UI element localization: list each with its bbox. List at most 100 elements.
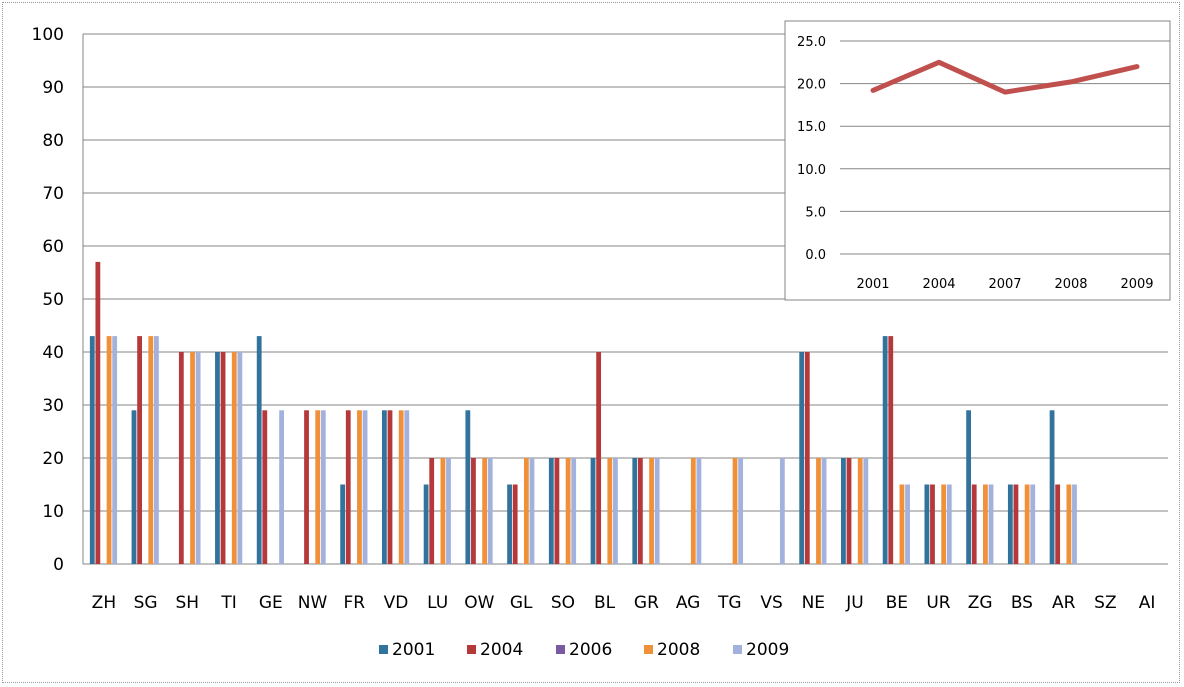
y-tick-label: 80 [42, 131, 64, 151]
bar-ti-2008 [231, 352, 237, 564]
y-tick-label: 100 [32, 25, 64, 45]
bar-ow-2004 [471, 458, 476, 564]
bar-ge-2001 [256, 336, 262, 564]
bar-gl-2009 [529, 458, 535, 564]
bar-bs-2004 [1013, 484, 1019, 564]
inset-y-tick-label: 20.0 [797, 78, 826, 93]
bar-ag-2008 [690, 458, 696, 564]
bar-nw-2004 [304, 410, 309, 564]
bar-sg-2008 [148, 336, 154, 564]
bar-zg-2009 [988, 484, 994, 564]
x-tick-label: NE [802, 593, 825, 613]
bar-sg-2001 [131, 410, 137, 564]
bar-nw-2009 [320, 410, 326, 564]
bar-zh-2009 [112, 336, 118, 564]
inset-chart: 0.0 5.0 10.0 15.0 20.0 25.0 2001 2004 2007 2008 20… [784, 20, 1171, 301]
x-tick-label: FR [344, 593, 366, 613]
bar-lu-2008 [440, 458, 446, 564]
main-x-tick-labels: ZH SG SH TI GE NW FR VD LU OW GL SO BL GR AG TG VS NE JU BE… [92, 593, 1156, 613]
bar-gr-2004 [637, 458, 643, 564]
bar-sg-2009 [154, 336, 159, 564]
bar-ow-2008 [482, 458, 488, 564]
bar-ne-2009 [821, 458, 827, 564]
legend-label-2009: 2009 [746, 640, 789, 660]
bar-vd-2001 [381, 410, 387, 564]
x-tick-label: AG [676, 593, 701, 613]
x-tick-label: JU [845, 593, 863, 613]
inset-x-tick-label: 2004 [922, 277, 955, 292]
legend: 2001 2004 2006 2008 2009 [379, 640, 789, 660]
inset-series-line [870, 59, 1140, 95]
bar-gr-2009 [654, 458, 660, 564]
bar-so-2009 [571, 458, 577, 564]
x-tick-label: GE [259, 593, 283, 613]
bar-ar-2001 [1049, 410, 1055, 564]
bar-bs-2001 [1007, 484, 1013, 564]
inset-x-tick-label: 2001 [856, 277, 889, 292]
bar-ow-2009 [487, 458, 493, 564]
bar-gl-2008 [523, 458, 529, 564]
x-tick-label: OW [464, 593, 494, 613]
inset-y-tick-label: 0.0 [805, 248, 826, 263]
bar-ur-2009 [946, 484, 952, 564]
bar-vs-2009 [779, 458, 785, 564]
bar-vd-2008 [398, 410, 404, 564]
y-tick-label: 60 [42, 237, 64, 257]
bar-ju-2008 [857, 458, 863, 564]
bar-zh-2004 [95, 261, 101, 564]
y-tick-label: 40 [42, 343, 64, 363]
bar-lu-2004 [429, 458, 435, 564]
legend-swatch-2006 [556, 645, 565, 654]
x-tick-label: ZG [968, 593, 993, 613]
bar-sh-2009 [195, 352, 201, 564]
bar-gr-2001 [632, 458, 638, 564]
bar-ju-2009 [863, 458, 869, 564]
bar-ju-2004 [846, 458, 852, 564]
bar-fr-2008 [357, 410, 362, 564]
bar-bl-2009 [613, 458, 618, 564]
bar-bs-2008 [1024, 484, 1030, 564]
bar-fr-2004 [345, 410, 351, 564]
x-tick-label: TI [220, 593, 236, 613]
bar-tg-2009 [738, 458, 744, 564]
legend-swatch-2009 [733, 645, 742, 654]
bar-be-2008 [899, 484, 905, 564]
inset-y-tick-label: 25.0 [797, 35, 826, 50]
bar-ne-2001 [799, 352, 805, 564]
inset-x-tick-label: 2008 [1054, 277, 1087, 292]
legend-label-2006: 2006 [569, 640, 612, 660]
x-tick-label: TG [717, 593, 742, 613]
y-tick-label: 20 [42, 449, 64, 469]
bar-ti-2009 [237, 352, 243, 564]
bar-ur-2008 [941, 484, 947, 564]
x-tick-label: SH [176, 593, 200, 613]
bar-be-2001 [882, 336, 888, 564]
y-tick-label: 50 [42, 290, 64, 310]
bar-be-2009 [905, 484, 910, 564]
x-tick-label: UR [926, 593, 950, 613]
bar-ju-2001 [841, 458, 846, 564]
bar-vd-2009 [404, 410, 410, 564]
x-tick-label: BS [1011, 593, 1033, 613]
bar-bl-2004 [596, 352, 602, 564]
bar-ur-2001 [924, 484, 930, 564]
main-bars [89, 261, 1077, 564]
bar-tg-2008 [732, 458, 738, 564]
bar-ne-2008 [816, 458, 821, 564]
bar-ar-2008 [1066, 484, 1072, 564]
bar-ar-2004 [1055, 484, 1061, 564]
legend-swatch-2001 [379, 645, 388, 654]
bar-so-2004 [554, 458, 560, 564]
x-tick-label: VS [760, 593, 782, 613]
y-tick-label: 30 [42, 396, 64, 416]
bar-zh-2008 [106, 336, 112, 564]
x-tick-label: SZ [1094, 593, 1116, 613]
y-tick-label: 90 [42, 78, 64, 98]
x-tick-label: ZH [92, 593, 116, 613]
bar-zg-2008 [983, 484, 988, 564]
inset-y-tick-label: 15.0 [797, 120, 826, 135]
inset-x-tick-label: 2009 [1120, 277, 1153, 292]
x-tick-label: AR [1052, 593, 1076, 613]
bar-so-2008 [565, 458, 571, 564]
bar-ur-2004 [930, 484, 935, 564]
